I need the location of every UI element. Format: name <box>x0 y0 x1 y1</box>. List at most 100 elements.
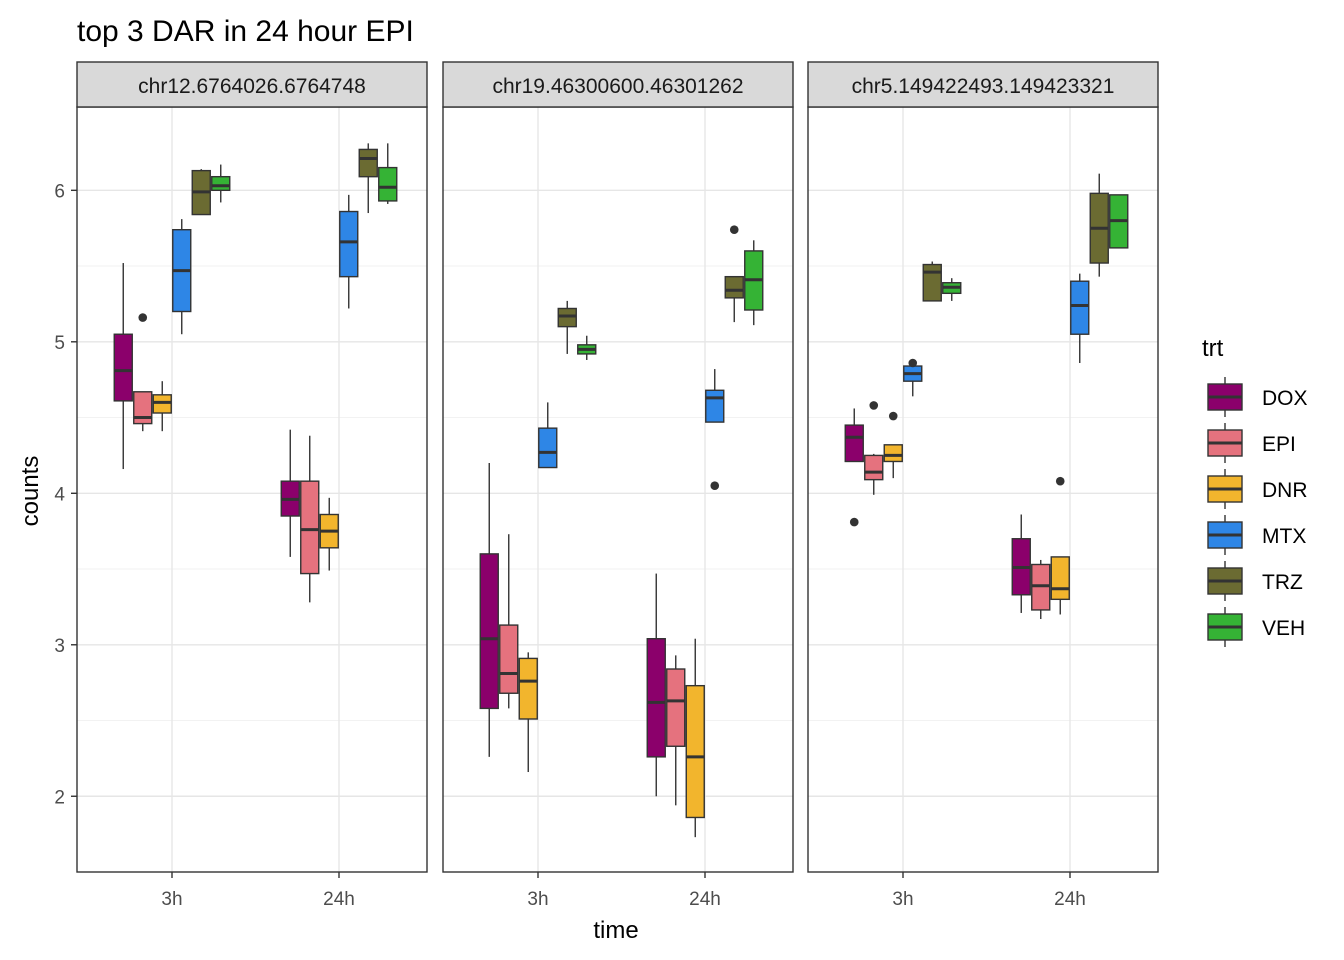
box-body <box>666 668 686 747</box>
boxplot-box-dnr <box>685 638 705 838</box>
box-body <box>844 424 864 463</box>
box-body <box>1070 280 1090 335</box>
boxplot-box-dox <box>280 429 300 557</box>
legend: trt DOX EPI DNR MTX TRZ VEH <box>1202 335 1308 647</box>
legend-item-dnr: DNR <box>1207 469 1308 509</box>
outlier-point <box>849 517 859 527</box>
box-body <box>300 480 320 575</box>
legend-label: TRZ <box>1262 571 1303 594</box>
boxplot-box-epi <box>1031 559 1051 620</box>
boxplot-box-mtx <box>339 194 359 309</box>
panel-background <box>77 107 427 872</box>
facet-panels: chr12.6764026.6764748 3h 24h chr19.46300600… <box>76 61 1159 910</box>
facet-strip <box>76 61 428 108</box>
boxplot-box-mtx <box>705 369 725 491</box>
y-tick-label: 5 <box>54 333 65 354</box>
boxplot-box-mtx <box>538 402 558 469</box>
box-body <box>499 624 519 694</box>
outlier-point <box>869 401 879 410</box>
boxplot-box-dox <box>844 408 864 527</box>
boxplot-box-veh <box>211 164 231 203</box>
boxplot-box-epi <box>300 435 320 603</box>
boxplot-box-dnr <box>1050 476 1070 615</box>
facet-strip-label: chr12.6764026.6764748 <box>138 75 366 98</box>
outlier-point <box>710 481 720 491</box>
legend-label: VEH <box>1262 617 1305 640</box>
boxplot-box-dnr <box>319 497 339 571</box>
box-body <box>1050 556 1070 601</box>
boxplot-box-veh <box>1109 194 1129 249</box>
x-tick-label: 3h <box>892 889 913 910</box>
legend-item-dox: DOX <box>1207 377 1308 417</box>
boxplot-box-veh <box>744 240 764 326</box>
facet-panel: chr19.46300600.46301262 3h 24h <box>442 61 794 910</box>
boxplot-box-trz <box>358 143 378 214</box>
box-body <box>518 657 538 720</box>
box-body <box>922 263 942 302</box>
y-tick-label: 2 <box>54 787 65 808</box>
x-tick-label: 24h <box>323 889 355 910</box>
boxplot-box-dox <box>113 263 133 470</box>
box-body <box>864 454 884 481</box>
x-tick-label: 3h <box>161 889 182 910</box>
legend-label: EPI <box>1262 433 1296 456</box>
facet-panel: chr12.6764026.6764748 3h 24h <box>76 61 428 910</box>
legend-item-mtx: MTX <box>1207 515 1306 555</box>
outlier-point <box>138 313 148 322</box>
legend-item-veh: VEH <box>1207 607 1305 647</box>
box-body <box>724 275 744 299</box>
boxplot-box-epi <box>864 401 884 495</box>
boxplot-box-dnr <box>518 652 538 773</box>
boxplot-box-dox <box>479 462 499 757</box>
boxplot-box-trz <box>922 261 942 302</box>
boxplot-box-veh <box>577 335 597 360</box>
facet-strip-label: chr19.46300600.46301262 <box>492 75 743 98</box>
facet-strip <box>442 61 794 108</box>
boxplot-box-trz <box>1089 173 1109 277</box>
x-tick-label: 3h <box>527 889 548 910</box>
legend-label: DNR <box>1262 479 1308 502</box>
outlier-point <box>729 225 739 235</box>
box-body <box>1031 563 1051 611</box>
boxplot-box-trz <box>724 225 744 323</box>
boxplot-box-trz <box>191 169 211 216</box>
box-body <box>133 391 153 425</box>
outlier-point <box>1055 476 1065 486</box>
facet-panel: chr5.149422493.149423321 3h 24h <box>807 61 1159 910</box>
y-axis-title: counts <box>17 456 44 527</box>
box-body <box>479 553 499 710</box>
legend-title: trt <box>1202 335 1224 362</box>
boxplot-box-veh <box>942 278 962 301</box>
box-body <box>152 394 172 414</box>
box-body <box>378 166 398 202</box>
boxplot-box-mtx <box>903 358 923 397</box>
box-body <box>685 684 705 819</box>
boxplot-box-dox <box>646 573 666 797</box>
boxplot-box-epi <box>499 534 519 709</box>
legend-item-epi: EPI <box>1207 423 1296 463</box>
panel-background <box>443 107 793 872</box>
boxplot-box-epi <box>666 655 686 806</box>
boxplot-box-trz <box>557 300 577 354</box>
outlier-point <box>908 358 918 368</box>
boxplot-box-veh <box>378 143 398 204</box>
facet-strip <box>807 61 1159 108</box>
box-body <box>113 333 133 402</box>
boxplot-box-dnr <box>883 411 903 479</box>
y-tick-label: 4 <box>54 484 65 505</box>
chart-title: top 3 DAR in 24 hour EPI <box>77 15 414 48</box>
boxplot-box-mtx <box>172 219 192 335</box>
y-tick-label: 6 <box>54 181 65 202</box>
x-tick-label: 24h <box>1054 889 1086 910</box>
boxplot-box-mtx <box>1070 273 1090 364</box>
box-body <box>557 307 577 328</box>
boxplot-box-epi <box>133 313 153 432</box>
box-body <box>339 210 359 278</box>
facet-strip-label: chr5.149422493.149423321 <box>852 75 1115 98</box>
y-axis: 2 3 4 5 6 <box>54 181 77 808</box>
legend-label: DOX <box>1262 387 1308 410</box>
box-body <box>211 175 231 192</box>
legend-item-trz: TRZ <box>1207 561 1303 601</box>
box-body <box>646 638 666 758</box>
